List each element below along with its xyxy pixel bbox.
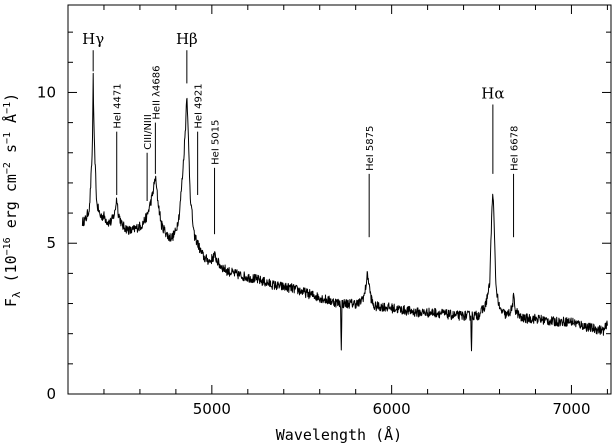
y-tick-label: 5 — [46, 234, 56, 252]
tick-labels: 5000 6000 7000 0 5 10 — [37, 83, 591, 418]
plot-frame — [67, 4, 612, 395]
x-tick-label: 7000 — [552, 400, 590, 418]
y-tick-label: 10 — [37, 83, 56, 101]
line-marker-label: Hβ — [176, 30, 198, 48]
spectrum-line — [81, 72, 608, 352]
line-marker-label: HeI 4471 — [113, 83, 124, 128]
line-marker-label: HeII λ4686 — [151, 65, 162, 119]
y-tick-label: 0 — [46, 385, 56, 403]
line-marker-label: HeI 4921 — [194, 83, 205, 128]
y-axis-label: Fλ (10−16 erg cm−2 s−1 Å−1) — [1, 93, 23, 307]
line-marker-label: HeI 5875 — [365, 126, 376, 171]
line-marker-label: HeI 5015 — [211, 120, 222, 165]
line-marker-label: Hα — [481, 85, 504, 103]
axis-ticks — [67, 5, 611, 395]
x-axis-label: Wavelength (Å) — [276, 425, 402, 444]
line-marker-label: Hγ — [82, 30, 104, 48]
x-tick-label: 5000 — [193, 400, 231, 418]
x-tick-label: 6000 — [373, 400, 411, 418]
line-marker-label: CIII/NIII — [143, 114, 154, 150]
line-marker-label: HeI 6678 — [510, 126, 521, 171]
